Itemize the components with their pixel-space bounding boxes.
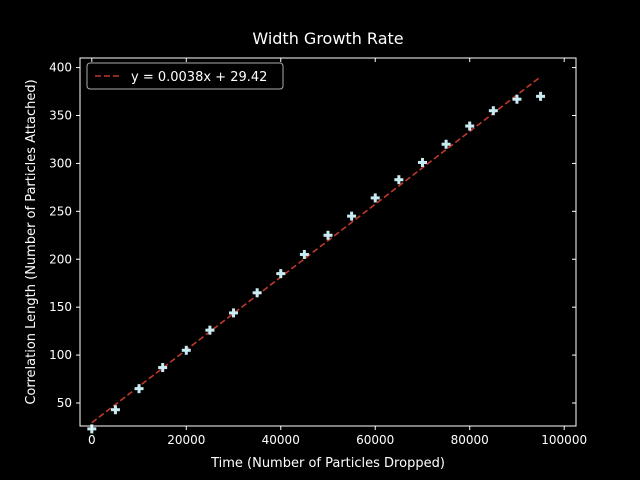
y-tick-label: 200 <box>49 252 72 266</box>
data-point <box>488 106 498 116</box>
x-tick-label: 0 <box>88 433 96 447</box>
y-tick-label: 400 <box>49 61 72 75</box>
y-tick-label: 350 <box>49 109 72 123</box>
y-tick-label: 50 <box>57 396 72 410</box>
x-tick-label: 60000 <box>356 433 394 447</box>
data-point <box>229 308 239 318</box>
data-point <box>536 91 546 101</box>
data-point <box>181 345 191 355</box>
x-tick-label: 20000 <box>167 433 205 447</box>
data-point <box>512 94 522 104</box>
data-point <box>158 363 168 373</box>
x-tick-label: 40000 <box>262 433 300 447</box>
fit-line <box>91 76 542 424</box>
x-tick-label: 80000 <box>451 433 489 447</box>
legend-box <box>86 62 284 90</box>
y-tick-label: 300 <box>49 156 72 170</box>
data-point <box>299 249 309 259</box>
data-point <box>205 325 215 335</box>
data-point <box>252 288 262 298</box>
x-axis-label: Time (Number of Particles Dropped) <box>210 456 445 471</box>
data-point <box>465 121 475 131</box>
axes: 0 20000 40000 60000 80000 100000 50 100 150 200 25… <box>49 57 587 447</box>
data-point <box>323 230 333 240</box>
legend-label: y = 0.0038x + 29.42 <box>131 70 267 85</box>
y-tick-label: 250 <box>49 204 72 218</box>
data-point <box>394 175 404 185</box>
chart-title: Width Growth Rate <box>252 29 403 48</box>
data-point <box>347 211 357 221</box>
y-tick-label: 150 <box>49 300 72 314</box>
y-tick-label: 100 <box>49 348 72 362</box>
plot-area <box>87 76 546 434</box>
data-point <box>276 269 286 279</box>
x-tick-label: 100000 <box>541 433 587 447</box>
y-axis-label: Correlation Length (Number of Particles … <box>24 79 39 404</box>
data-point <box>441 139 451 149</box>
data-point <box>110 405 120 415</box>
data-point <box>134 384 144 394</box>
plot-frame <box>79 57 577 427</box>
legend: y = 0.0038x + 29.42 <box>86 62 284 90</box>
data-point <box>417 157 427 167</box>
data-point <box>370 193 380 203</box>
